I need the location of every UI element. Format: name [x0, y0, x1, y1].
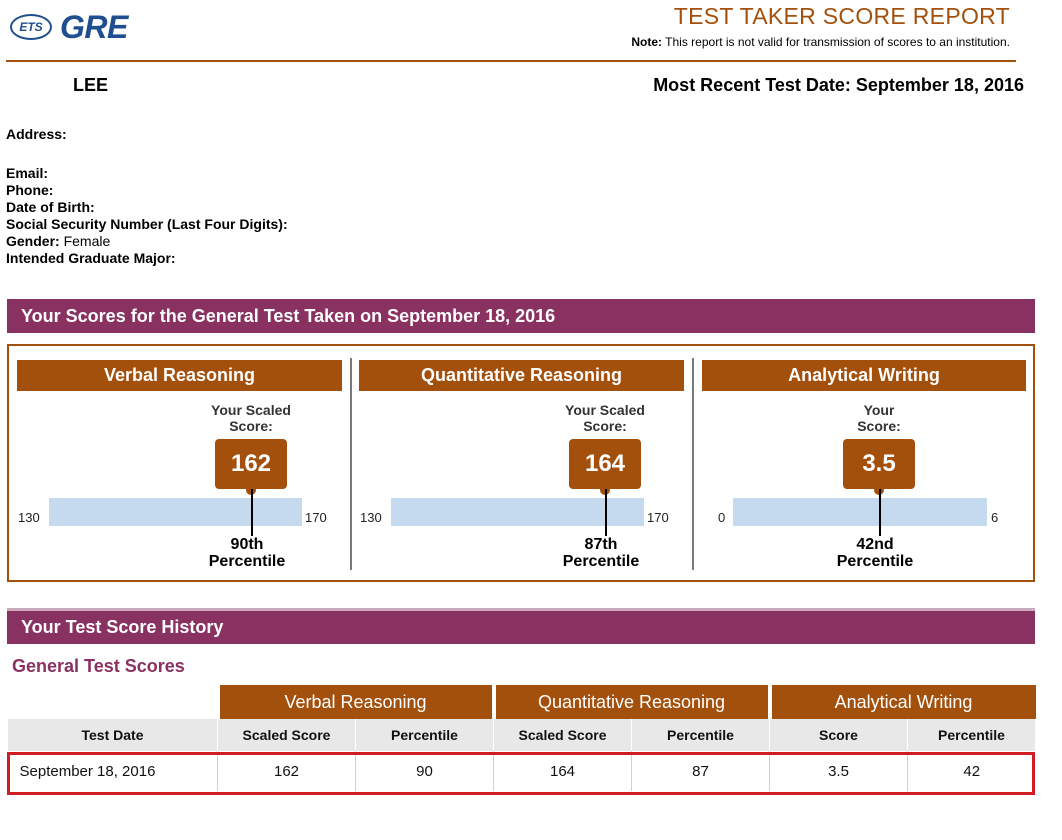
verbal-score-label: Your Scaled Score: [191, 402, 311, 434]
writing-score-pointer [879, 489, 881, 536]
writing-percentile-cell: 42 [907, 751, 1036, 791]
ssn-field: Social Security Number (Last Four Digits… [6, 216, 288, 233]
gender-field: Gender: Female [6, 233, 288, 250]
column-header-row: Test Date Scaled Score Percentile Scaled… [7, 719, 1037, 751]
verbal-scale-max: 170 [305, 510, 327, 525]
column-header: Percentile [907, 719, 1037, 751]
verbal-score-label-line2: Score: [229, 418, 273, 434]
note-text: This report is not valid for transmissio… [662, 35, 1010, 49]
report-title: TEST TAKER SCORE REPORT [673, 3, 1010, 29]
writing-percentile: 42nd Percentile [805, 536, 945, 570]
dob-label: Date of Birth: [6, 199, 95, 215]
major-field: Intended Graduate Major: [6, 250, 288, 267]
scores-panel: Verbal Reasoning Your Scaled Score: 162 … [7, 344, 1035, 582]
gender-value: Female [59, 233, 111, 249]
quant-scale-bar [391, 498, 644, 526]
quant-heading: Quantitative Reasoning [359, 360, 684, 391]
quant-scale-min: 130 [360, 510, 382, 525]
note-label: Note: [631, 35, 663, 49]
verbal-percentile-value: 90th [230, 536, 264, 553]
group-header-row: Verbal Reasoning Quantitative Reasoning … [7, 685, 1036, 719]
writing-score-box: 3.5 [843, 439, 915, 495]
quant-scaled-cell: 164 [493, 751, 632, 791]
most-recent-test-date: Most Recent Test Date: September 18, 201… [653, 75, 1024, 95]
dob-field: Date of Birth: [6, 199, 288, 216]
verbal-percentile-label: Percentile [208, 553, 286, 570]
column-header: Scaled Score [217, 719, 356, 751]
verbal-score-box: 162 [215, 439, 287, 495]
column-header: Scaled Score [493, 719, 633, 751]
column-header: Test Date [7, 719, 218, 751]
report-note: Note: This report is not valid for trans… [631, 35, 1010, 49]
test-date-cell: September 18, 2016 [19, 762, 156, 780]
quant-score-box: 164 [569, 439, 641, 495]
writing-scale-min: 0 [718, 510, 726, 525]
scores-section-header: Your Scores for the General Test Taken o… [7, 299, 1035, 333]
quant-percentile-value: 87th [584, 536, 618, 553]
writing-percentile-label: Percentile [836, 553, 914, 570]
address-field: Address: [6, 126, 67, 143]
quant-score-pointer [605, 489, 607, 536]
gender-label: Gender: [6, 233, 60, 249]
ssn-label: Social Security Number (Last Four Digits… [6, 216, 288, 232]
row-highlight-box [7, 752, 1035, 795]
email-field: Email: [6, 165, 288, 182]
ets-logo-icon: ETS [10, 14, 52, 40]
writing-heading: Analytical Writing [702, 360, 1026, 391]
group-header-quant: Quantitative Reasoning [491, 685, 770, 719]
gre-logo-text: GRE [60, 8, 128, 45]
header-divider [6, 60, 1016, 62]
major-label: Intended Graduate Major: [6, 250, 176, 266]
quant-percentile: 87th Percentile [531, 536, 671, 570]
writing-percentile-value: 42nd [856, 536, 894, 553]
column-divider [692, 358, 694, 570]
writing-scale-bar [733, 498, 987, 526]
column-header: Percentile [354, 719, 495, 751]
quant-scale-max: 170 [647, 510, 669, 525]
group-header-writing: Analytical Writing [767, 685, 1036, 719]
verbal-scale-min: 130 [18, 510, 40, 525]
phone-label: Phone: [6, 182, 54, 198]
verbal-scale-bar [49, 498, 302, 526]
table-row: September 18, 2016 162 90 164 87 3.5 42 [8, 751, 1036, 791]
writing-score-cell: 3.5 [769, 751, 908, 791]
writing-scale-max: 6 [991, 510, 999, 525]
writing-score-label-line2: Score: [857, 418, 901, 434]
verbal-percentile: 90th Percentile [177, 536, 317, 570]
quant-score-label-line2: Score: [583, 418, 627, 434]
quant-percentile-label: Percentile [562, 553, 640, 570]
verbal-heading: Verbal Reasoning [17, 360, 342, 391]
phone-field: Phone: [6, 182, 288, 199]
writing-score-label-line1: Your [863, 402, 895, 418]
quant-score-label-line1: Your Scaled [565, 402, 645, 418]
gre-logo: ETS GRE [10, 8, 128, 46]
quant-percentile-cell: 87 [631, 751, 770, 791]
writing-score-label: Your Score: [819, 402, 939, 434]
column-header: Percentile [631, 719, 771, 751]
quant-score-label: Your Scaled Score: [545, 402, 665, 434]
verbal-scaled-cell: 162 [217, 751, 356, 791]
group-header-verbal: Verbal Reasoning [215, 685, 494, 719]
column-header: Score [769, 719, 909, 751]
contact-info: Email: Phone: Date of Birth: Social Secu… [6, 165, 288, 267]
verbal-score-pointer [251, 489, 253, 536]
column-divider [350, 358, 352, 570]
candidate-name: LEE [73, 75, 109, 95]
verbal-percentile-cell: 90 [354, 751, 494, 791]
history-section-header: Your Test Score History [7, 608, 1035, 644]
score-history-table: Verbal Reasoning Quantitative Reasoning … [7, 685, 1037, 791]
address-label: Address: [6, 126, 67, 142]
verbal-score-label-line1: Your Scaled [211, 402, 291, 418]
group-header-blank [7, 685, 218, 719]
email-label: Email: [6, 165, 49, 181]
history-subtitle: General Test Scores [12, 656, 185, 676]
